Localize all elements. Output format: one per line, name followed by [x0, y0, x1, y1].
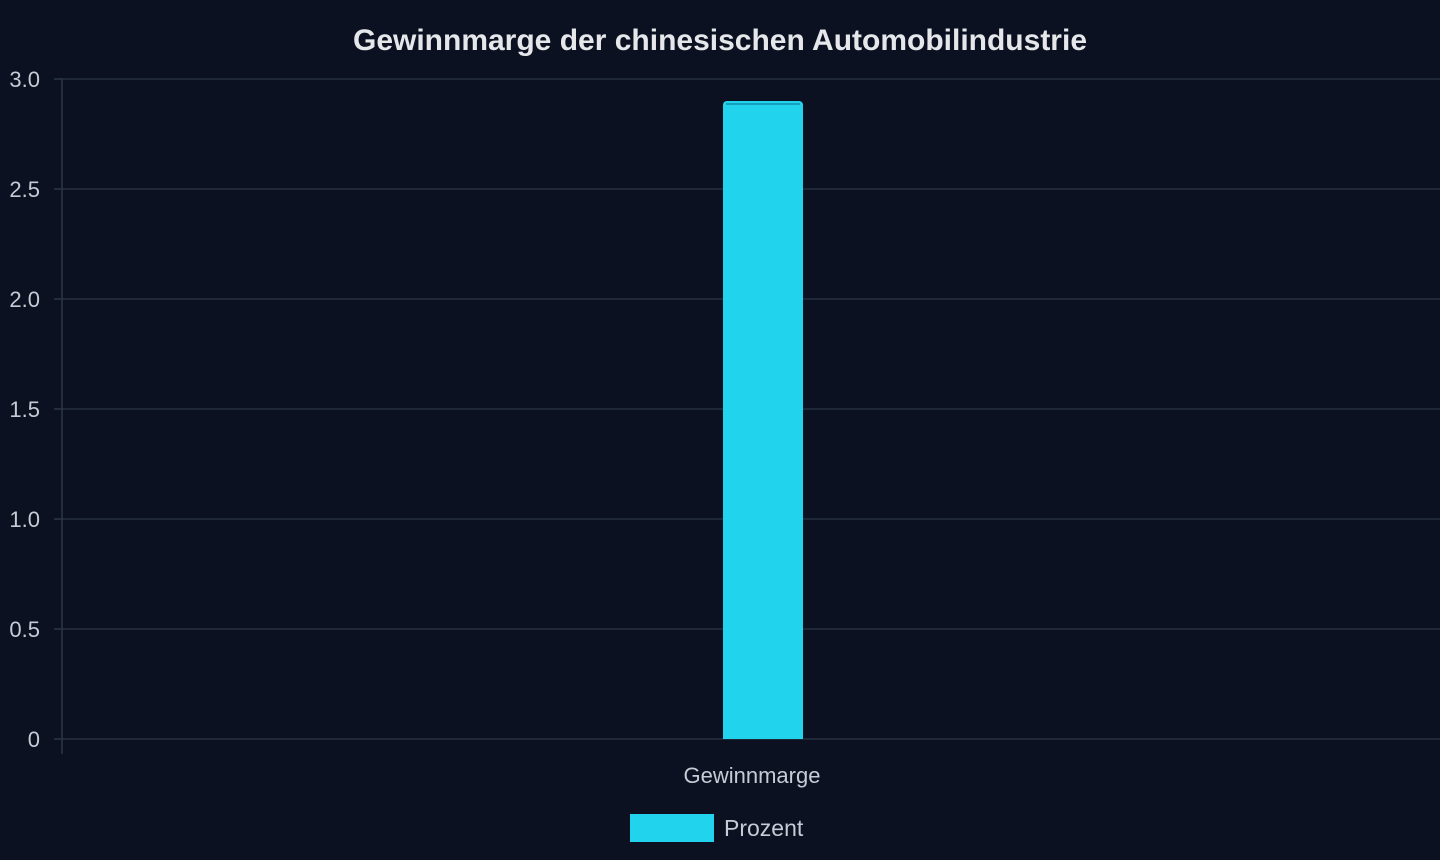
bar[interactable]	[723, 101, 803, 739]
legend[interactable]: Prozent	[630, 814, 804, 842]
y-tick-label: 2.5	[9, 177, 40, 202]
y-axis-ticks: 0 0.5 1.0 1.5 2.0 2.5 3.0	[9, 67, 62, 752]
x-axis-categories: Gewinnmarge	[684, 763, 821, 788]
legend-label[interactable]: Prozent	[724, 815, 804, 841]
y-tick-label: 1.0	[9, 507, 40, 532]
legend-swatch[interactable]	[630, 814, 714, 842]
y-tick-label: 0	[28, 727, 40, 752]
x-category-label: Gewinnmarge	[684, 763, 821, 788]
y-tick-label: 3.0	[9, 67, 40, 92]
y-tick-label: 2.0	[9, 287, 40, 312]
chart-title: Gewinnmarge der chinesischen Automobilin…	[353, 24, 1087, 57]
y-tick-label: 0.5	[9, 617, 40, 642]
bar-base	[723, 729, 803, 739]
bars	[723, 101, 803, 739]
y-tick-label: 1.5	[9, 397, 40, 422]
